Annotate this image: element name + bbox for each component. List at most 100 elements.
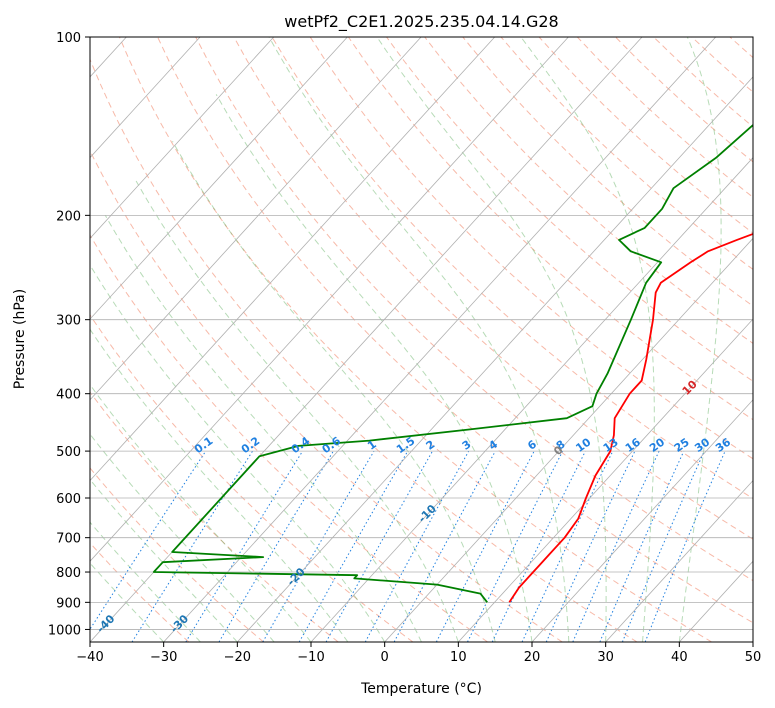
moist-adiabat [90, 264, 386, 642]
moist-adiabat [90, 433, 275, 642]
y-tick-label: 100 [56, 31, 81, 46]
mixing-ratio-line [262, 450, 375, 642]
isotherm-line [605, 479, 753, 642]
x-tick-label: −10 [297, 650, 324, 665]
chart-title: wetPf2_C2E1.2025.235.04.14.G28 [284, 12, 558, 32]
x-tick-label: 30 [597, 650, 614, 665]
moist-adiabat [104, 215, 422, 642]
x-tick-label: −30 [150, 650, 177, 665]
x-tick-label: 10 [450, 650, 467, 665]
moist-adiabat [678, 37, 722, 642]
mixing-ratio-line [393, 450, 496, 642]
moist-adiabat [135, 180, 459, 642]
moist-adiabat [376, 37, 607, 642]
dry-adiabat [90, 58, 638, 642]
isotherm-line [90, 37, 201, 159]
mixing-ratio-line [491, 450, 586, 642]
x-tick-label: −40 [76, 650, 103, 665]
mixing-ratio-label: 13 [601, 436, 621, 455]
y-tick-label: 900 [56, 596, 81, 611]
mixing-ratio-line [621, 450, 705, 642]
isotherm-line [90, 37, 348, 320]
dry-adiabat [90, 542, 190, 642]
x-axis-label: Temperature (°C) [360, 681, 482, 697]
mixing-ratio-line [572, 450, 660, 642]
dry-adiabat [386, 37, 753, 382]
mixing-ratio-line [644, 450, 726, 642]
moist-adiabat [268, 37, 570, 642]
isotherm-line [531, 399, 753, 642]
isotherm-line [458, 318, 753, 642]
mixing-ratio-label: 0.4 [289, 434, 313, 456]
mixing-ratio-label: 0.2 [239, 434, 262, 456]
y-tick-label: 400 [56, 388, 81, 403]
dry-adiabat [90, 467, 264, 642]
y-tick-label: 700 [56, 532, 81, 547]
x-tick-label: 40 [671, 650, 688, 665]
mixing-ratio-label: 10 [573, 435, 593, 455]
dry-adiabat [90, 234, 488, 642]
y-tick-label: 300 [56, 314, 81, 329]
isotherm-label: -50 [21, 612, 44, 635]
moist-adiabat [90, 328, 349, 642]
moist-adiabat [172, 141, 496, 642]
dry-adiabat [90, 149, 563, 642]
y-tick-label: 1000 [48, 623, 81, 638]
mixing-ratio-label: 16 [623, 435, 643, 455]
dry-adiabat [271, 37, 753, 500]
moist-adiabat [90, 562, 165, 642]
mixing-ratio-line [521, 450, 614, 642]
dry-adiabat [195, 37, 753, 582]
mixing-ratio-line [467, 450, 564, 642]
mixing-ratio-label: 0.1 [192, 434, 215, 456]
mixing-ratio-label: 30 [692, 435, 712, 455]
dry-adiabat [424, 37, 753, 344]
isotherm-line [90, 37, 275, 239]
x-tick-label: 0 [381, 650, 389, 665]
dry-adiabat [90, 313, 414, 642]
mixing-ratio-label: 4 [486, 438, 500, 453]
isotherm-line [163, 37, 717, 642]
x-tick-label: 20 [524, 650, 541, 665]
y-tick-label: 200 [56, 209, 81, 224]
moist-adiabat [215, 94, 533, 642]
mixing-ratio-line [185, 450, 304, 642]
mixing-ratio-line [218, 450, 334, 642]
dry-adiabat [538, 37, 753, 234]
mixing-ratio-line [599, 450, 685, 642]
dry-adiabat [462, 37, 753, 307]
dry-adiabat [653, 37, 753, 128]
dry-adiabat [90, 391, 339, 642]
isotherm-line [90, 37, 569, 562]
mixing-ratio-line [131, 450, 254, 642]
y-axis-label: Pressure (hPa) [12, 289, 28, 389]
mixing-ratio-line [325, 450, 433, 642]
isotherm-line [90, 37, 496, 482]
mixing-ratio-label: 3 [460, 438, 474, 453]
x-tick-label: 50 [745, 650, 762, 665]
isotherm-line [237, 76, 753, 642]
dewpoint-profile [152, 123, 753, 603]
mixing-ratio-label: 25 [672, 436, 692, 455]
mixing-ratio-label: 0.6 [320, 434, 344, 456]
dry-adiabat [347, 37, 753, 421]
x-tick-label: −20 [224, 650, 251, 665]
dry-adiabat [576, 37, 753, 198]
isotherm-line [384, 237, 753, 642]
dry-adiabat [691, 37, 753, 93]
dry-adiabat [768, 37, 775, 642]
moist-adiabat [90, 383, 312, 642]
mixing-ratio-line [364, 450, 470, 642]
y-tick-label: 500 [56, 445, 81, 460]
mixing-ratio-label: 36 [713, 435, 733, 455]
moist-adiabat [90, 521, 201, 642]
mixing-ratio-label: 20 [647, 435, 667, 455]
y-tick-label: 600 [56, 492, 81, 507]
isotherm-line [90, 37, 422, 401]
y-tick-label: 800 [56, 566, 81, 581]
isotherm-line [752, 641, 753, 642]
moist-adiabat [520, 37, 655, 642]
dry-adiabat [157, 37, 753, 624]
mixing-ratio-label: 2 [424, 438, 438, 453]
